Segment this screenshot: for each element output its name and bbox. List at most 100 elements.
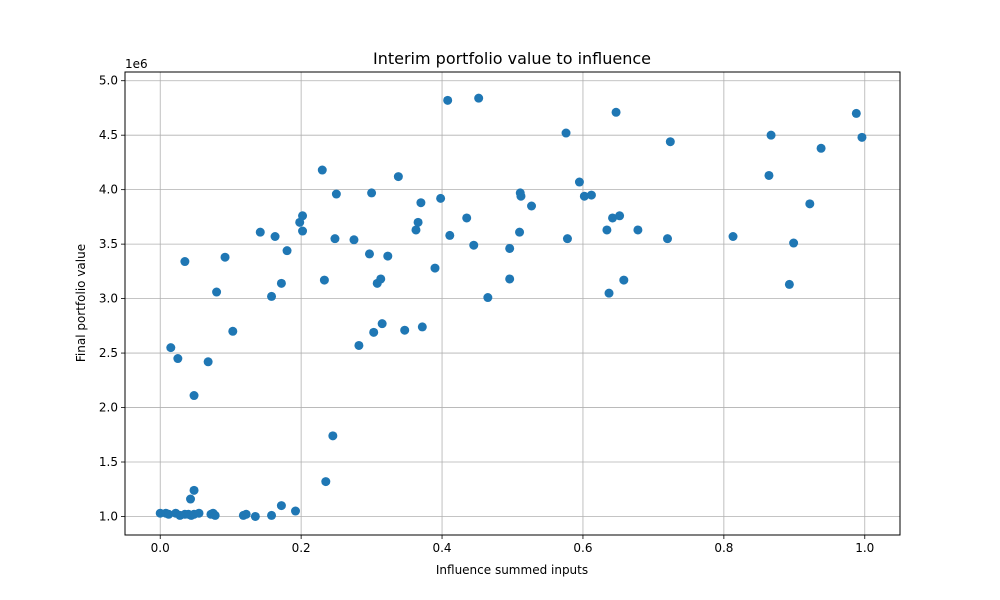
x-tick-label: 1.0 <box>855 541 874 555</box>
data-point <box>665 137 675 147</box>
data-point <box>267 510 277 520</box>
data-point <box>349 235 359 245</box>
y-tick-label: 1.0 <box>99 509 118 523</box>
y-tick-label: 3.0 <box>99 292 118 306</box>
data-point <box>298 211 308 221</box>
data-point <box>210 510 220 520</box>
data-point <box>505 274 515 284</box>
data-point <box>474 93 484 103</box>
data-point <box>663 234 672 244</box>
data-point <box>331 189 341 199</box>
y-tick-label: 2.5 <box>99 346 118 360</box>
data-point <box>764 170 774 180</box>
data-point <box>462 213 472 223</box>
data-point <box>413 217 423 227</box>
data-point <box>376 274 386 284</box>
data-point <box>619 275 629 285</box>
data-point <box>608 213 618 223</box>
data-point <box>321 477 331 487</box>
data-point <box>364 249 374 259</box>
data-point <box>276 278 286 288</box>
data-point <box>789 238 799 248</box>
data-point <box>527 201 537 211</box>
plot-area <box>125 72 900 535</box>
data-point <box>784 279 794 289</box>
data-point <box>436 193 446 203</box>
data-point <box>483 293 493 303</box>
data-point <box>505 243 515 253</box>
data-point <box>228 326 238 336</box>
data-point <box>250 511 260 521</box>
data-point <box>298 226 308 236</box>
data-point <box>443 95 453 105</box>
y-tick-label: 4.5 <box>99 128 118 142</box>
data-point <box>766 130 776 140</box>
data-point <box>173 354 183 364</box>
data-point <box>189 391 199 401</box>
x-tick-label: 0.4 <box>432 541 451 555</box>
x-tick-label: 0.2 <box>292 541 311 555</box>
data-point <box>469 240 479 250</box>
data-point <box>857 132 867 142</box>
data-point <box>377 319 387 329</box>
data-point <box>330 234 340 244</box>
chart-title: Interim portfolio value to influence <box>373 49 651 68</box>
data-point <box>604 288 614 298</box>
data-point <box>633 225 643 235</box>
data-point <box>180 257 190 267</box>
data-point <box>282 246 292 256</box>
data-point <box>319 275 329 285</box>
data-point <box>400 325 410 335</box>
data-point <box>579 191 589 201</box>
data-point <box>816 143 826 153</box>
data-point <box>203 357 213 367</box>
data-point <box>241 509 251 519</box>
data-point <box>270 232 280 242</box>
data-points <box>155 93 867 521</box>
data-point <box>276 501 286 511</box>
data-point <box>615 211 625 221</box>
x-tick-label: 0.6 <box>573 541 592 555</box>
data-point <box>515 227 525 237</box>
data-point <box>189 485 199 495</box>
data-point <box>416 198 426 208</box>
x-axis-ticks: 0.0 0.2 0.4 0.6 0.8 1.0 <box>151 535 874 555</box>
data-point <box>317 165 327 175</box>
data-point <box>255 227 265 237</box>
data-point <box>411 225 421 235</box>
data-point <box>430 263 440 273</box>
data-point <box>728 232 738 242</box>
y-tick-label: 5.0 <box>99 74 118 88</box>
data-point <box>369 327 379 337</box>
y-tick-label: 3.5 <box>99 237 118 251</box>
data-point <box>220 252 230 262</box>
data-point <box>805 199 815 209</box>
x-tick-label: 0.8 <box>714 541 733 555</box>
data-point <box>383 251 393 261</box>
grid-lines <box>125 72 900 535</box>
plot-frame <box>124 71 901 536</box>
data-point <box>194 508 204 518</box>
data-point <box>516 191 526 201</box>
x-tick-label: 0.0 <box>151 541 170 555</box>
data-point <box>393 172 403 182</box>
y-axis-label: Final portfolio value <box>74 244 88 362</box>
y-tick-label: 4.0 <box>99 183 118 197</box>
data-point <box>328 431 338 441</box>
data-point <box>417 322 427 332</box>
data-point <box>561 128 571 138</box>
data-point <box>267 291 277 301</box>
data-point <box>186 494 196 504</box>
y-offset-label: 1e6 <box>125 57 148 71</box>
data-point <box>164 509 174 519</box>
data-point <box>562 234 572 244</box>
data-point <box>574 177 584 187</box>
data-point <box>851 108 861 118</box>
y-axis-ticks: 1.0 1.5 2.0 2.5 3.0 3.5 4.0 4.5 5.0 <box>99 74 125 523</box>
data-point <box>586 190 596 200</box>
data-point <box>354 340 364 350</box>
data-point <box>367 188 377 198</box>
data-point <box>611 107 621 117</box>
y-tick-label: 1.5 <box>99 455 118 469</box>
